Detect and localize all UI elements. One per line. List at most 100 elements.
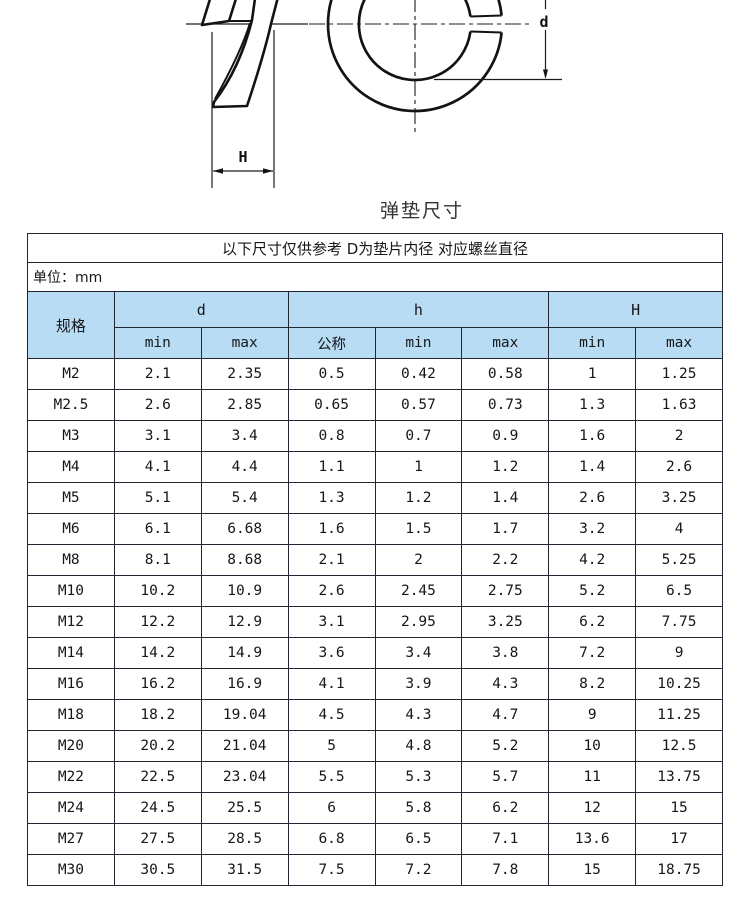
- col-header-h-max: max: [461, 327, 550, 359]
- spec-cell: M12: [27, 606, 115, 638]
- table-row: M2 2.1 2.35 0.5 0.42 0.58 1 1.25: [27, 358, 723, 390]
- value-cell: 15: [548, 854, 637, 886]
- value-cell: 12: [548, 792, 637, 824]
- value-cell: 12.2: [113, 606, 202, 638]
- value-cell: 4.3: [461, 668, 550, 700]
- value-cell: 1.4: [548, 451, 637, 483]
- spec-cell: M2.5: [27, 389, 115, 421]
- value-cell: 6.68: [200, 513, 289, 545]
- value-cell: 20.2: [113, 730, 202, 762]
- unit-note: 单位：mm: [27, 262, 723, 292]
- value-cell: 3.8: [461, 637, 550, 669]
- value-cell: 9: [548, 699, 637, 731]
- value-cell: 6: [287, 792, 376, 824]
- value-cell: 2.85: [200, 389, 289, 421]
- table-row: M30 30.5 31.5 7.5 7.2 7.8 15 18.75: [27, 854, 723, 886]
- value-cell: 22.5: [113, 761, 202, 793]
- value-cell: 3.6: [287, 637, 376, 669]
- col-header-h-nominal: 公称: [287, 327, 376, 359]
- value-cell: 19.04: [200, 699, 289, 731]
- col-header-h-min: min: [374, 327, 463, 359]
- value-cell: 3.1: [113, 420, 202, 452]
- value-cell: 5.4: [200, 482, 289, 514]
- value-cell: 4.1: [113, 451, 202, 483]
- value-cell: 30.5: [113, 854, 202, 886]
- spec-cell: M22: [27, 761, 115, 793]
- value-cell: 1.4: [461, 482, 550, 514]
- value-cell: 0.7: [374, 420, 463, 452]
- value-cell: 2: [374, 544, 463, 576]
- value-cell: 7.2: [548, 637, 637, 669]
- spec-cell: M10: [27, 575, 115, 607]
- table-row: M18 18.2 19.04 4.5 4.3 4.7 9 11.25: [27, 699, 723, 731]
- table-caption: 以下尺寸仅供参考 D为垫片内径 对应螺丝直径: [27, 233, 723, 263]
- value-cell: 1.2: [461, 451, 550, 483]
- value-cell: 6.2: [548, 606, 637, 638]
- value-cell: 6.5: [635, 575, 723, 607]
- value-cell: 4: [635, 513, 723, 545]
- value-cell: 0.9: [461, 420, 550, 452]
- washer-back-blade: [200, 0, 237, 27]
- col-header-H-max: max: [635, 327, 723, 359]
- value-cell: 2.6: [287, 575, 376, 607]
- table-row: M4 4.1 4.4 1.1 1 1.2 1.4 2.6: [27, 451, 723, 483]
- value-cell: 2.1: [287, 544, 376, 576]
- value-cell: 2.2: [461, 544, 550, 576]
- value-cell: 11.25: [635, 699, 723, 731]
- value-cell: 2.45: [374, 575, 463, 607]
- value-cell: 3.25: [461, 606, 550, 638]
- table-row: M3 3.1 3.4 0.8 0.7 0.9 1.6 2: [27, 420, 723, 452]
- spec-cell: M3: [27, 420, 115, 452]
- value-cell: 24.5: [113, 792, 202, 824]
- spec-cell: M16: [27, 668, 115, 700]
- value-cell: 3.1: [287, 606, 376, 638]
- value-cell: 0.5: [287, 358, 376, 390]
- header-sub-row: min max 公称 min max min max: [28, 327, 723, 359]
- value-cell: 3.2: [548, 513, 637, 545]
- value-cell: 10.2: [113, 575, 202, 607]
- dimension-label-H: H: [238, 148, 247, 166]
- value-cell: 2.1: [113, 358, 202, 390]
- value-cell: 1.7: [461, 513, 550, 545]
- washer-outer-circle: [326, 0, 503, 113]
- value-cell: 18.2: [113, 699, 202, 731]
- value-cell: 10.25: [635, 668, 723, 700]
- value-cell: 14.2: [113, 637, 202, 669]
- value-cell: 13.75: [635, 761, 723, 793]
- table-body: M2 2.1 2.35 0.5 0.42 0.58 1 1.25 M2.5 2.6 2.85 0.65…: [27, 358, 723, 886]
- value-cell: 8.68: [200, 544, 289, 576]
- table-row: M2.5 2.6 2.85 0.65 0.57 0.73 1.3 1.63: [27, 389, 723, 421]
- spec-cell: M14: [27, 637, 115, 669]
- value-cell: 7.1: [461, 823, 550, 855]
- col-group-H: H: [548, 291, 723, 328]
- unit-row: 单位：mm: [27, 262, 723, 292]
- value-cell: 10.9: [200, 575, 289, 607]
- spec-cell: M5: [27, 482, 115, 514]
- spec-cell: M8: [27, 544, 115, 576]
- value-cell: 23.04: [200, 761, 289, 793]
- value-cell: 2.35: [200, 358, 289, 390]
- value-cell: 27.5: [113, 823, 202, 855]
- value-cell: 3.9: [374, 668, 463, 700]
- value-cell: 2.75: [461, 575, 550, 607]
- value-cell: 0.58: [461, 358, 550, 390]
- value-cell: 21.04: [200, 730, 289, 762]
- value-cell: 5.7: [461, 761, 550, 793]
- washer-inner-circle: [357, 0, 472, 82]
- value-cell: 0.42: [374, 358, 463, 390]
- value-cell: 5.1: [113, 482, 202, 514]
- value-cell: 16.9: [200, 668, 289, 700]
- value-cell: 31.5: [200, 854, 289, 886]
- spec-table: 以下尺寸仅供参考 D为垫片内径 对应螺丝直径 单位：mm 规格 d h H mi…: [27, 233, 723, 886]
- table-row: M5 5.1 5.4 1.3 1.2 1.4 2.6 3.25: [27, 482, 723, 514]
- col-group-h: h: [287, 291, 550, 328]
- spec-cell: M27: [27, 823, 115, 855]
- value-cell: 1.1: [287, 451, 376, 483]
- value-cell: 7.2: [374, 854, 463, 886]
- spec-cell: M18: [27, 699, 115, 731]
- value-cell: 1.3: [548, 389, 637, 421]
- value-cell: 1.25: [635, 358, 723, 390]
- value-cell: 25.5: [200, 792, 289, 824]
- value-cell: 4.2: [548, 544, 637, 576]
- table-row: M22 22.5 23.04 5.5 5.3 5.7 11 13.75: [27, 761, 723, 793]
